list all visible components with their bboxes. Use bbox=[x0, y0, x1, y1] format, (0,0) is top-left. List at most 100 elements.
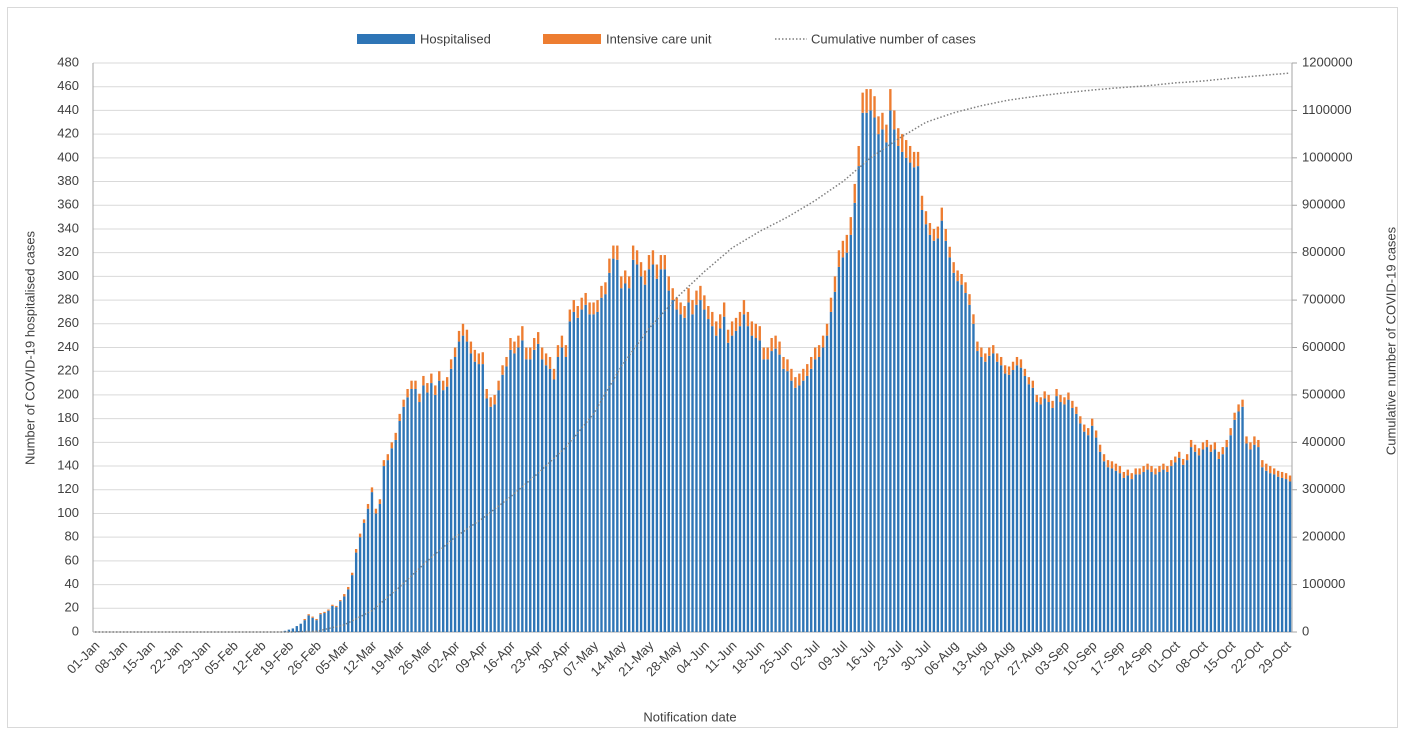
bar-segment bbox=[861, 112, 864, 633]
bar-segment bbox=[1288, 475, 1292, 482]
y-tick-label: 440 bbox=[57, 102, 79, 117]
bar-segment bbox=[588, 302, 591, 315]
bar-segment bbox=[762, 359, 765, 632]
bar-segment bbox=[924, 211, 928, 225]
bar-segment bbox=[398, 413, 401, 421]
bar-segment bbox=[311, 616, 314, 618]
bar-segment bbox=[746, 311, 750, 327]
bar-segment bbox=[901, 134, 904, 152]
bar-segment bbox=[671, 288, 674, 301]
bar-segment bbox=[1189, 439, 1193, 448]
bar-segment bbox=[1079, 416, 1082, 424]
bar-segment bbox=[912, 167, 916, 633]
bar-segment bbox=[1134, 468, 1137, 475]
bar-segment bbox=[291, 628, 295, 632]
bar-segment bbox=[806, 375, 809, 632]
bar-segment bbox=[560, 347, 564, 632]
bar-segment bbox=[845, 252, 849, 632]
bar-segment bbox=[556, 356, 560, 632]
bar-segment bbox=[1023, 368, 1027, 376]
y2-tick-label: 600000 bbox=[1302, 339, 1345, 354]
bar-segment bbox=[881, 129, 884, 632]
bar-segment bbox=[430, 383, 433, 632]
bar-segment bbox=[655, 278, 659, 632]
bar-segment bbox=[1083, 431, 1086, 632]
bar-segment bbox=[410, 388, 413, 632]
bar-segment bbox=[865, 112, 868, 633]
bar-segment bbox=[620, 288, 623, 632]
bar-segment bbox=[675, 309, 678, 632]
bar-segment bbox=[1134, 474, 1137, 632]
bar-segment bbox=[1118, 466, 1122, 474]
bar-segment bbox=[782, 368, 785, 632]
bar-segment bbox=[671, 300, 674, 632]
bar-segment bbox=[580, 309, 583, 632]
bar-segment bbox=[335, 605, 338, 608]
bar-segment bbox=[438, 380, 441, 632]
bar-segment bbox=[988, 347, 991, 356]
bar-segment bbox=[948, 257, 951, 632]
bar-segment bbox=[1039, 397, 1042, 405]
bar-segment bbox=[984, 361, 987, 632]
y2-axis-title: Cumulative number of COVID-19 cases bbox=[1383, 226, 1398, 455]
bar-segment bbox=[414, 380, 417, 389]
bar-segment bbox=[976, 341, 979, 352]
bar-segment bbox=[1035, 394, 1038, 403]
y2-tick-label: 200000 bbox=[1302, 529, 1345, 544]
bar-segment bbox=[1003, 365, 1007, 374]
bar-segment bbox=[659, 269, 663, 632]
bar-segment bbox=[501, 374, 504, 632]
bar-segment bbox=[1055, 388, 1058, 397]
bar-segment bbox=[1130, 479, 1133, 632]
bar-segment bbox=[928, 223, 932, 235]
bar-segment bbox=[687, 302, 690, 632]
bar-segment bbox=[825, 323, 829, 336]
bar-segment bbox=[786, 359, 789, 372]
bar-segment bbox=[1059, 394, 1062, 403]
bar-segment bbox=[825, 335, 829, 632]
bar-segment bbox=[1150, 466, 1153, 472]
bar-segment bbox=[576, 317, 579, 632]
bar-segment bbox=[497, 380, 500, 391]
bar-segment bbox=[1043, 398, 1046, 632]
bar-segment bbox=[295, 626, 298, 632]
y-tick-label: 220 bbox=[57, 363, 79, 378]
y-tick-label: 100 bbox=[57, 505, 79, 520]
bar-segment bbox=[580, 297, 583, 310]
bar-segment bbox=[1071, 407, 1074, 632]
bar-segment bbox=[675, 297, 678, 310]
bar-segment bbox=[1138, 468, 1141, 475]
bar-segment bbox=[1257, 439, 1260, 448]
bar-segment bbox=[1241, 399, 1244, 407]
bar-segment bbox=[536, 343, 540, 632]
bar-segment bbox=[307, 614, 310, 616]
bar-segment bbox=[1130, 473, 1133, 480]
y-tick-label: 300 bbox=[57, 268, 79, 283]
bar-segment bbox=[829, 311, 833, 632]
bar-segment bbox=[1162, 469, 1165, 632]
bar-segment bbox=[1055, 396, 1058, 632]
bar-segment bbox=[525, 347, 528, 360]
y2-tick-label: 500000 bbox=[1302, 386, 1345, 401]
bar-segment bbox=[1023, 375, 1027, 632]
bar-segment bbox=[509, 338, 512, 350]
bar-segment bbox=[1094, 437, 1098, 632]
bar-segment bbox=[1047, 394, 1050, 403]
bar-segment bbox=[1253, 444, 1256, 632]
bar-segment bbox=[972, 314, 975, 324]
bar-segment bbox=[853, 202, 856, 633]
bar-segment bbox=[988, 355, 991, 632]
bar-segment bbox=[742, 314, 746, 632]
bar-segment bbox=[386, 460, 389, 632]
bar-segment bbox=[1249, 442, 1252, 450]
bar-segment bbox=[485, 388, 488, 399]
bar-segment bbox=[869, 110, 872, 632]
bar-segment bbox=[968, 304, 971, 632]
bar-segment bbox=[770, 351, 773, 632]
bar-segment bbox=[1225, 447, 1228, 632]
bar-segment bbox=[1150, 471, 1153, 632]
bar-segment bbox=[960, 284, 963, 632]
bar-segment bbox=[707, 319, 710, 632]
bar-segment bbox=[1201, 442, 1205, 450]
bar-segment bbox=[746, 326, 750, 632]
